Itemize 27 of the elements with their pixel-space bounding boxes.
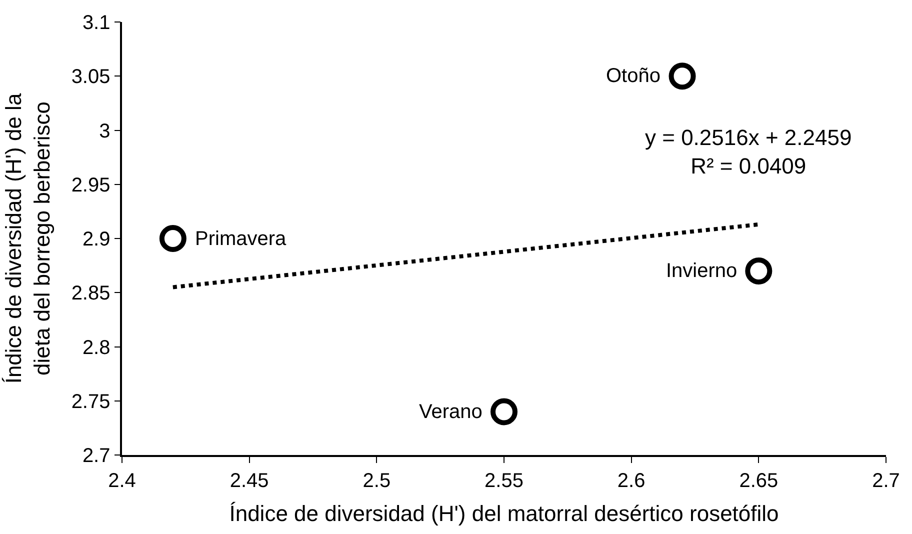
x-tick-label: 2.4	[108, 470, 136, 492]
y-tick-label: 3.1	[82, 12, 110, 34]
y-tick-label: 2.9	[82, 228, 110, 250]
x-tick-label: 2.7	[872, 470, 900, 492]
y-tick-label: 3.05	[71, 66, 110, 88]
point	[668, 62, 696, 90]
point	[745, 257, 772, 284]
point	[159, 225, 186, 252]
x-tick-label: 2.55	[484, 470, 524, 492]
x-tick-label: 2.45	[230, 470, 269, 492]
y-tick-label: 2.8	[82, 336, 110, 359]
x-tick-label: 2.6	[617, 470, 646, 492]
y-axis-title: Índice de diversidad (H') de la dieta del borrego berberisco	[1, 92, 55, 384]
y-tick-label: 2.95	[71, 174, 110, 196]
annotation: Primavera	[195, 228, 288, 250]
y-tick-label: 3	[99, 120, 110, 142]
x-tick-label: 2.65	[739, 470, 778, 492]
annotation: Otoño	[606, 65, 660, 87]
annotation: Verano	[419, 401, 482, 423]
annotation: y = 0.2516x + 2.2459 R² = 0.0409	[645, 125, 852, 179]
annotation: Invierno	[666, 260, 738, 282]
y-tick-label: 2.85	[71, 282, 110, 305]
point	[490, 398, 518, 426]
y-tick-label: 2.75	[71, 390, 110, 413]
y-tick-label: 2.7	[82, 445, 110, 467]
x-axis-title: Índice de diversidad (H') del matorral desértico rosetófilo	[229, 501, 779, 526]
x-tick-label: 2.5	[362, 470, 391, 492]
